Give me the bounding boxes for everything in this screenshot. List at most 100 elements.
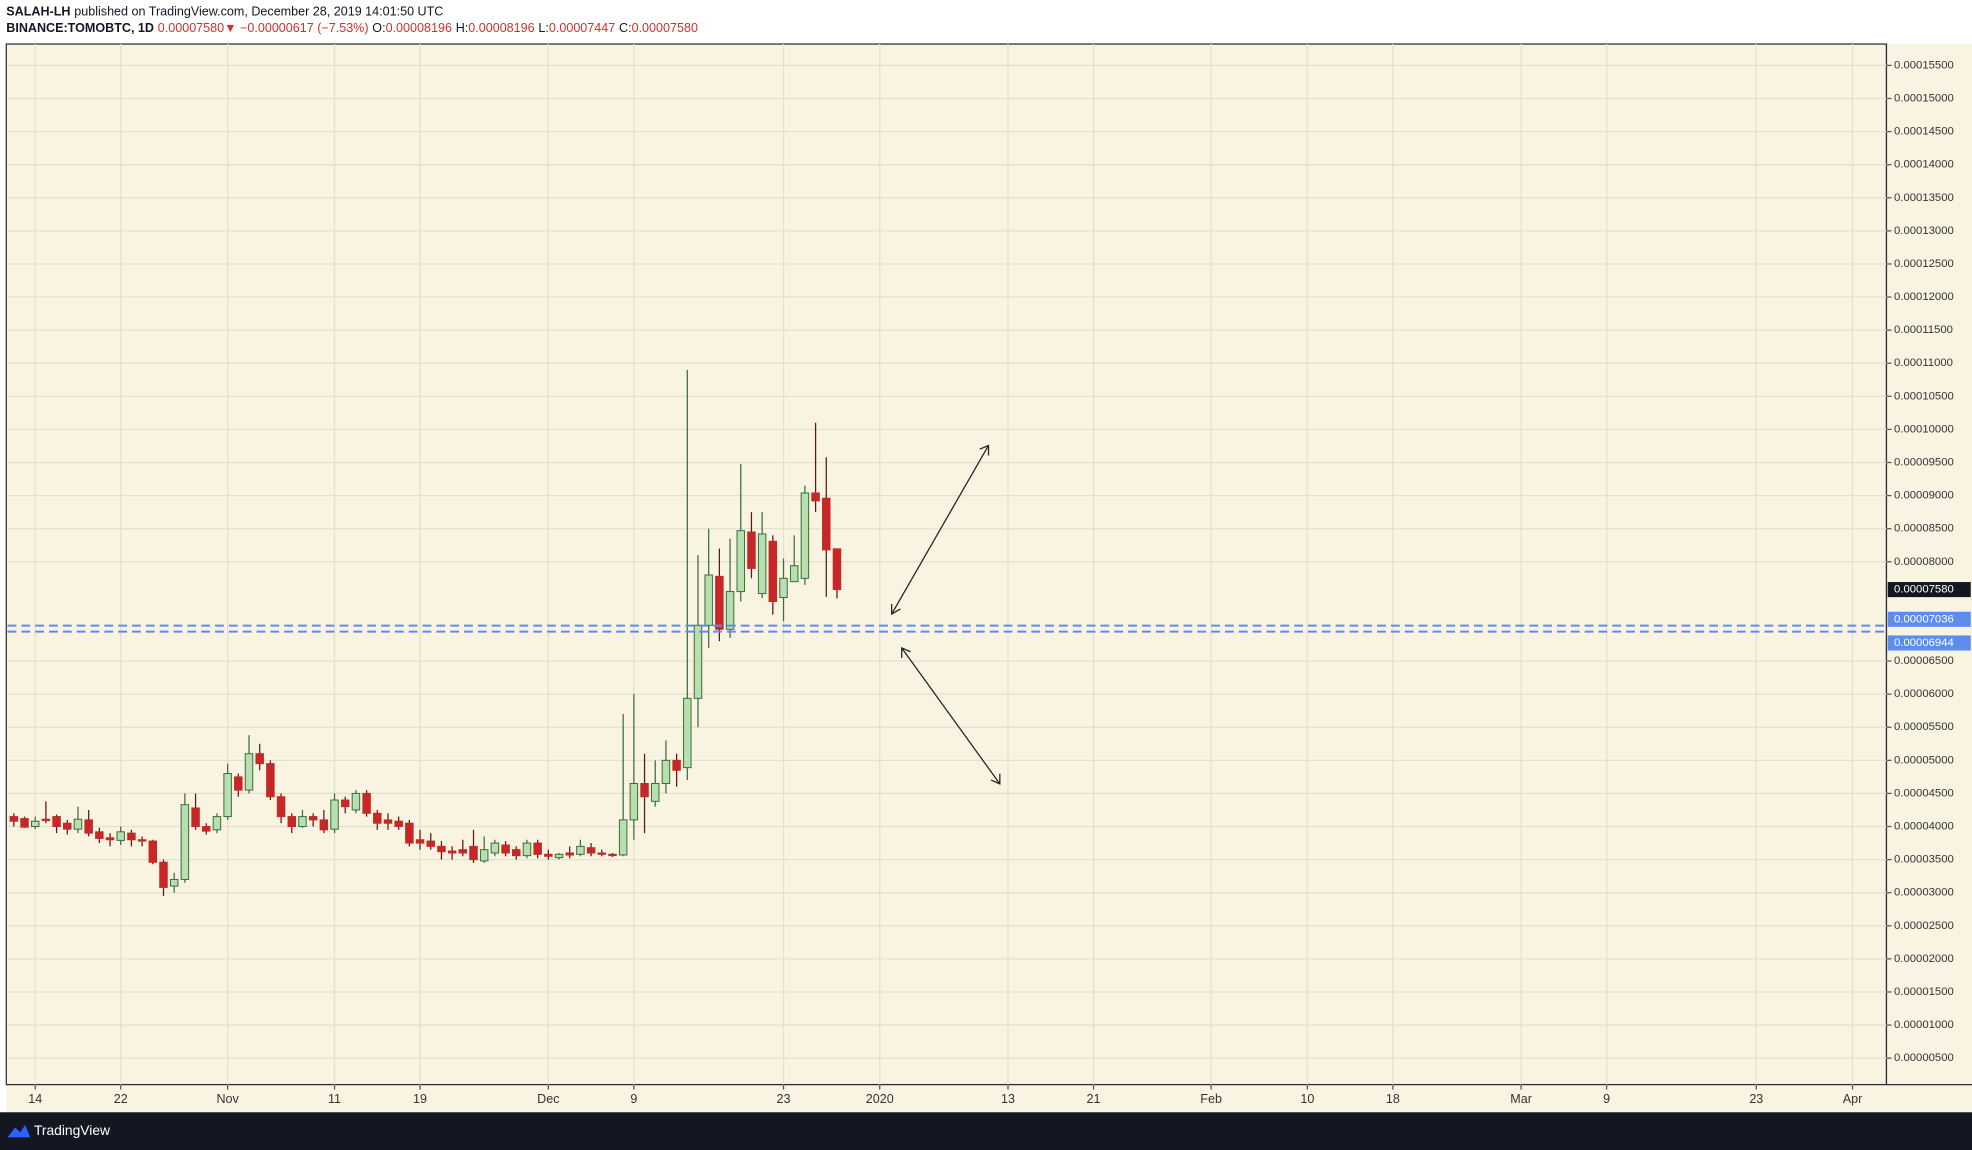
candle-body bbox=[73, 818, 83, 830]
candle-body bbox=[351, 792, 361, 811]
candle-body bbox=[479, 849, 489, 862]
level-label: 0.00006944 bbox=[1894, 637, 1954, 649]
candle-body bbox=[447, 850, 457, 854]
x-tick-label: 11 bbox=[328, 1092, 341, 1106]
y-tick-label: 0.00005500 bbox=[1894, 721, 1954, 733]
candle-body bbox=[736, 530, 746, 593]
candle-body bbox=[202, 826, 211, 832]
ohlc-value: 0.00008196 bbox=[386, 21, 452, 35]
y-tick-label: 0.00014500 bbox=[1894, 126, 1954, 138]
last-price: 0.00007580 bbox=[158, 21, 224, 35]
arrow-head bbox=[901, 647, 911, 659]
arrow-down bbox=[901, 647, 1001, 785]
candle-body bbox=[629, 782, 639, 821]
x-tick-label: Feb bbox=[1200, 1092, 1222, 1106]
candle-body bbox=[768, 540, 778, 602]
x-tick-label: 9 bbox=[1603, 1092, 1610, 1106]
ohlc-value: 0.00008196 bbox=[468, 21, 534, 35]
y-tick-label: 0.00009000 bbox=[1894, 490, 1954, 502]
candle-body bbox=[672, 759, 681, 771]
price-axis bbox=[1886, 44, 1972, 1085]
y-tick-label: 0.00015000 bbox=[1894, 92, 1954, 104]
candle-body bbox=[640, 782, 649, 798]
y-tick-label: 0.00008000 bbox=[1894, 556, 1954, 568]
candle-body bbox=[319, 819, 329, 831]
level-label: 0.00007036 bbox=[1894, 613, 1954, 625]
candle-body bbox=[832, 548, 842, 591]
y-tick-label: 0.00015500 bbox=[1894, 59, 1954, 71]
candle-body bbox=[822, 497, 831, 551]
candle-body bbox=[159, 861, 168, 888]
level-badge bbox=[1887, 611, 1971, 627]
x-tick-label: 22 bbox=[114, 1092, 128, 1106]
ohlc-value: 0.00007447 bbox=[549, 21, 615, 35]
candle-body bbox=[169, 878, 179, 887]
candle-body bbox=[576, 845, 585, 855]
x-tick-label: 9 bbox=[630, 1092, 637, 1106]
candle-body bbox=[148, 840, 158, 863]
header-line-2: BINANCE:TOMOBTC, 1D 0.00007580▼ −0.000006… bbox=[6, 21, 698, 35]
candle-body bbox=[266, 763, 275, 798]
candle-body bbox=[373, 812, 382, 824]
candle-body bbox=[437, 845, 446, 853]
grid bbox=[7, 44, 1887, 1085]
candle-body bbox=[276, 796, 286, 818]
candle-body bbox=[683, 697, 692, 769]
x-tick-label: 19 bbox=[413, 1092, 427, 1106]
candle-body bbox=[255, 753, 264, 765]
candle-body bbox=[63, 822, 72, 830]
candle-body bbox=[747, 531, 756, 569]
y-tick-label: 0.00006500 bbox=[1894, 655, 1954, 667]
candle-body bbox=[586, 847, 596, 854]
ohlc-label: O: bbox=[372, 21, 385, 35]
axis-labels: 0.00000500 0.00001000 0.00001500 0.00002000… bbox=[28, 59, 1971, 1106]
candle-body bbox=[533, 842, 542, 855]
ohlc-label: C: bbox=[619, 21, 632, 35]
candle-body bbox=[811, 492, 820, 502]
x-tick-label: Mar bbox=[1510, 1092, 1532, 1106]
levels bbox=[7, 624, 1887, 633]
x-tick-label: 18 bbox=[1386, 1092, 1400, 1106]
author: SALAH-LH bbox=[6, 5, 70, 19]
candle-body bbox=[180, 804, 190, 880]
x-tick-label: 13 bbox=[1001, 1092, 1015, 1106]
x-tick-label: 23 bbox=[1749, 1092, 1763, 1106]
y-tick-label: 0.00002000 bbox=[1894, 953, 1954, 965]
y-tick-label: 0.00004000 bbox=[1894, 820, 1954, 832]
candle-body bbox=[234, 776, 243, 791]
candle-body bbox=[661, 759, 671, 784]
y-tick-label: 0.00012000 bbox=[1894, 291, 1954, 303]
candle-body bbox=[789, 565, 799, 583]
candle-body bbox=[308, 816, 318, 821]
candle-body bbox=[383, 819, 393, 824]
candle-body bbox=[618, 819, 628, 856]
x-tick-label: 14 bbox=[28, 1092, 42, 1106]
candle-body bbox=[244, 753, 254, 791]
candle-body bbox=[116, 831, 125, 841]
candle-body bbox=[9, 816, 19, 822]
y-tick-label: 0.00014000 bbox=[1894, 159, 1954, 171]
arrow-head bbox=[979, 444, 990, 456]
y-tick-label: 0.00013500 bbox=[1894, 192, 1954, 204]
ohlc-label: L: bbox=[538, 21, 548, 35]
y-tick-label: 0.00010500 bbox=[1894, 390, 1954, 402]
candle-body bbox=[52, 816, 61, 828]
candles bbox=[9, 369, 842, 897]
candle-body bbox=[469, 845, 478, 861]
y-tick-label: 0.00011500 bbox=[1894, 324, 1953, 336]
y-tick-label: 0.00009500 bbox=[1894, 456, 1954, 468]
logo: TradingView bbox=[7, 1122, 111, 1138]
header-bar bbox=[0, 0, 1972, 45]
candle-body bbox=[608, 853, 617, 857]
header-line-1: SALAH-LH published on TradingView.com, De… bbox=[6, 5, 443, 19]
y-tick-label: 0.00010000 bbox=[1894, 423, 1954, 435]
last-price-label: 0.00007580 bbox=[1894, 584, 1954, 596]
candle-body bbox=[650, 782, 660, 802]
candle-body bbox=[565, 852, 574, 856]
brand: TradingView bbox=[34, 1122, 111, 1138]
x-tick-label: 23 bbox=[777, 1092, 791, 1106]
y-tick-label: 0.00001000 bbox=[1894, 1019, 1954, 1031]
arrow-head bbox=[891, 603, 901, 616]
y-tick-label: 0.00003000 bbox=[1894, 887, 1954, 899]
